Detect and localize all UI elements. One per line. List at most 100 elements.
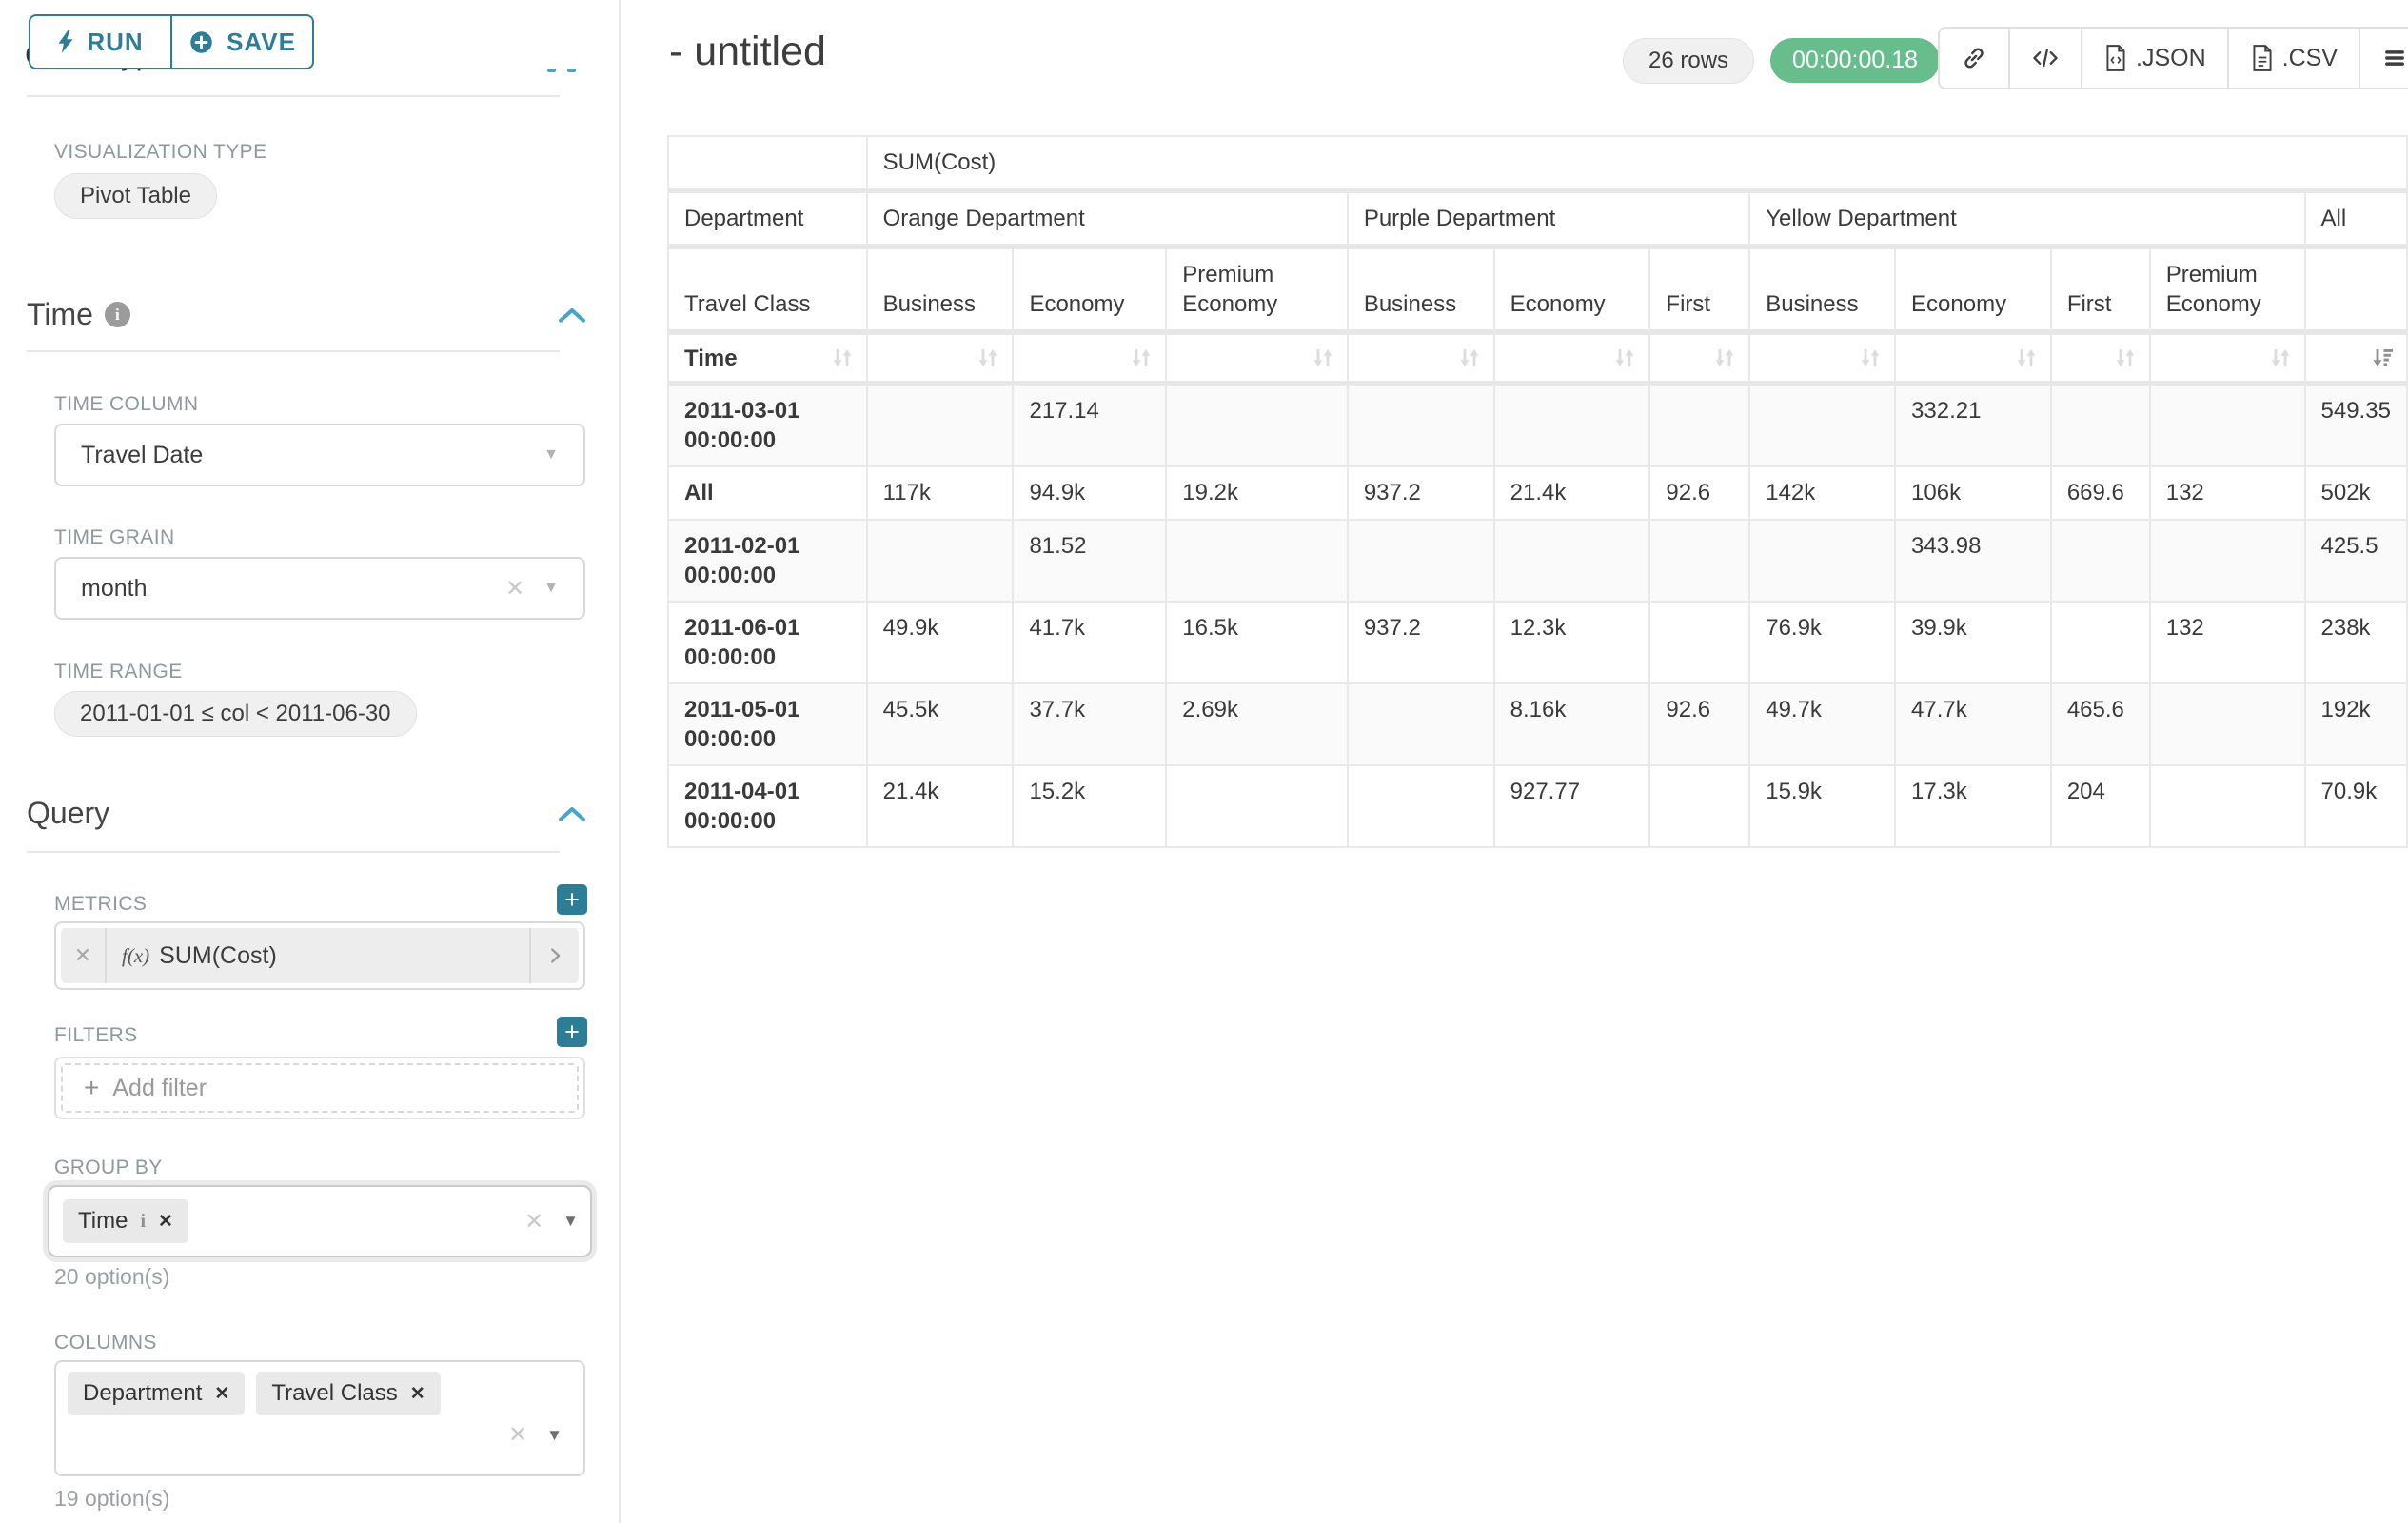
pivot-value-cell: [1650, 521, 1750, 603]
columns-options-hint: 19 option(s): [54, 1486, 169, 1512]
pivot-value-cell: 81.52: [1014, 521, 1167, 603]
pivot-colgroup-header: Yellow Department: [1750, 193, 2305, 249]
divider: [27, 350, 560, 352]
pivot-value-cell: [2151, 386, 2306, 467]
export-csv-label: .CSV: [2282, 45, 2338, 72]
plus-icon: +: [84, 1075, 99, 1101]
table-row: 2011-04-01 00:00:0021.4k15.2k927.7715.9k…: [669, 766, 2408, 848]
time-range-label: TIME RANGE: [54, 661, 183, 683]
export-json-button[interactable]: .JSON: [2081, 29, 2227, 88]
filters-label: FILTERS: [54, 1024, 138, 1047]
pivot-row-header: 2011-06-01 00:00:00: [669, 603, 868, 684]
table-row: 2011-05-01 00:00:0045.5k37.7k2.69k8.16k9…: [669, 684, 2408, 766]
sort-toggle-icon[interactable]: [976, 346, 1000, 370]
pivot-value-cell: [2151, 766, 2306, 848]
add-filter-button[interactable]: + Add filter: [61, 1063, 579, 1113]
columns-label: COLUMNS: [54, 1332, 157, 1355]
clear-icon[interactable]: ✕: [508, 1421, 527, 1449]
remove-metric-icon[interactable]: ✕: [61, 928, 107, 983]
save-button[interactable]: SAVE: [171, 14, 314, 69]
panel-decoration-dot: [547, 69, 556, 72]
pivot-value-cell: [1650, 766, 1750, 848]
export-json-label: .JSON: [2136, 45, 2206, 72]
pivot-value-cell: 937.2: [1349, 467, 1495, 521]
group-by-options-hint: 20 option(s): [54, 1264, 169, 1290]
chevron-up-icon[interactable]: [558, 805, 586, 822]
time-grain-value: month: [81, 575, 147, 603]
add-filter-label: Add filter: [112, 1075, 207, 1102]
pivot-value-cell: 937.2: [1349, 603, 1495, 684]
pivot-value-cell: 106k: [1896, 467, 2052, 521]
sort-toggle-icon[interactable]: [2268, 346, 2293, 370]
sort-toggle-icon[interactable]: [1858, 346, 1883, 370]
chevron-down-icon[interactable]: ▼: [546, 1426, 563, 1445]
sort-toggle-icon[interactable]: [1311, 346, 1335, 370]
pivot-value-cell: 37.7k: [1014, 684, 1167, 766]
chevron-right-icon[interactable]: [529, 928, 579, 983]
chevron-down-icon[interactable]: ▼: [563, 1212, 579, 1231]
pivot-row-header: 2011-03-01 00:00:00: [669, 386, 868, 467]
time-grain-select[interactable]: month ✕ ▼: [54, 557, 585, 620]
sort-toggle-icon[interactable]: [830, 346, 855, 370]
pivot-col-header: [2306, 249, 2408, 335]
metric-chip[interactable]: ✕ f(x) SUM(Cost): [61, 928, 579, 983]
pivot-value-cell: 47.7k: [1896, 684, 2052, 766]
pivot-metric-header: SUM(Cost): [868, 137, 2408, 193]
pivot-value-cell: 192k: [2306, 684, 2408, 766]
pivot-value-cell: 21.4k: [1495, 467, 1651, 521]
pivot-sort-header: [2306, 335, 2408, 386]
export-csv-button[interactable]: .CSV: [2227, 29, 2359, 88]
pivot-col-header: Business: [1750, 249, 1896, 335]
pivot-value-cell: [1750, 386, 1896, 467]
pivot-col-header: Business: [1349, 249, 1495, 335]
pivot-sort-header: [1167, 335, 1349, 386]
hamburger-menu-icon: [2381, 45, 2408, 71]
pivot-sort-header: [1349, 335, 1495, 386]
group-by-tag-label: Time: [78, 1208, 128, 1235]
run-button[interactable]: RUN: [29, 14, 171, 69]
pivot-value-cell: 15.9k: [1750, 766, 1896, 848]
sort-toggle-icon[interactable]: [1457, 346, 1482, 370]
menu-button[interactable]: [2359, 29, 2408, 88]
sort-toggle-icon[interactable]: [2113, 346, 2138, 370]
query-section-header[interactable]: Query: [27, 796, 586, 831]
pivot-value-cell: [1495, 386, 1651, 467]
time-section-header[interactable]: Time i: [27, 297, 586, 332]
sort-desc-icon[interactable]: [2370, 346, 2395, 370]
pivot-value-cell: 49.9k: [868, 603, 1015, 684]
group-by-select[interactable]: Time i ✕ ✕ ▼: [48, 1185, 592, 1257]
chart-title[interactable]: - untitled: [669, 29, 826, 75]
sort-toggle-icon[interactable]: [1129, 346, 1154, 370]
code-icon: [2031, 45, 2060, 71]
sort-toggle-icon[interactable]: [2014, 346, 2039, 370]
add-filter-plus-button[interactable]: +: [557, 1017, 587, 1047]
time-column-value: Travel Date: [81, 442, 203, 469]
copy-link-button[interactable]: [1940, 29, 2008, 88]
save-button-label: SAVE: [227, 28, 296, 57]
table-row: 2011-06-01 00:00:0049.9k41.7k16.5k937.21…: [669, 603, 2408, 684]
columns-select[interactable]: Department ✕ Travel Class ✕ ✕ ▼: [54, 1360, 585, 1476]
remove-tag-icon[interactable]: ✕: [158, 1211, 173, 1233]
pivot-value-cell: 12.3k: [1495, 603, 1651, 684]
remove-tag-icon[interactable]: ✕: [410, 1383, 425, 1405]
add-metric-button[interactable]: +: [557, 884, 587, 915]
view-query-button[interactable]: [2008, 29, 2081, 88]
chevron-up-icon[interactable]: [558, 307, 586, 324]
visualization-type-value[interactable]: Pivot Table: [54, 173, 217, 219]
time-column-select[interactable]: Travel Date ▼: [54, 424, 585, 486]
clear-icon[interactable]: ✕: [524, 1208, 543, 1236]
run-save-button-group: RUN SAVE: [29, 14, 314, 69]
sort-toggle-icon[interactable]: [1712, 346, 1737, 370]
time-range-value[interactable]: 2011-01-01 ≤ col < 2011-06-30: [54, 691, 417, 737]
pivot-value-cell: 70.9k: [2306, 766, 2408, 848]
pivot-value-cell: 21.4k: [868, 766, 1015, 848]
remove-tag-icon[interactable]: ✕: [214, 1383, 229, 1405]
pivot-value-cell: [1167, 766, 1349, 848]
pivot-colgroup-header: Purple Department: [1349, 193, 1750, 249]
sort-toggle-icon[interactable]: [1612, 346, 1637, 370]
info-icon: i: [105, 302, 130, 327]
clear-icon[interactable]: ✕: [505, 575, 524, 603]
pivot-value-cell: [1650, 603, 1750, 684]
chevron-down-icon: ▼: [543, 580, 559, 597]
pivot-sort-header: [2151, 335, 2306, 386]
